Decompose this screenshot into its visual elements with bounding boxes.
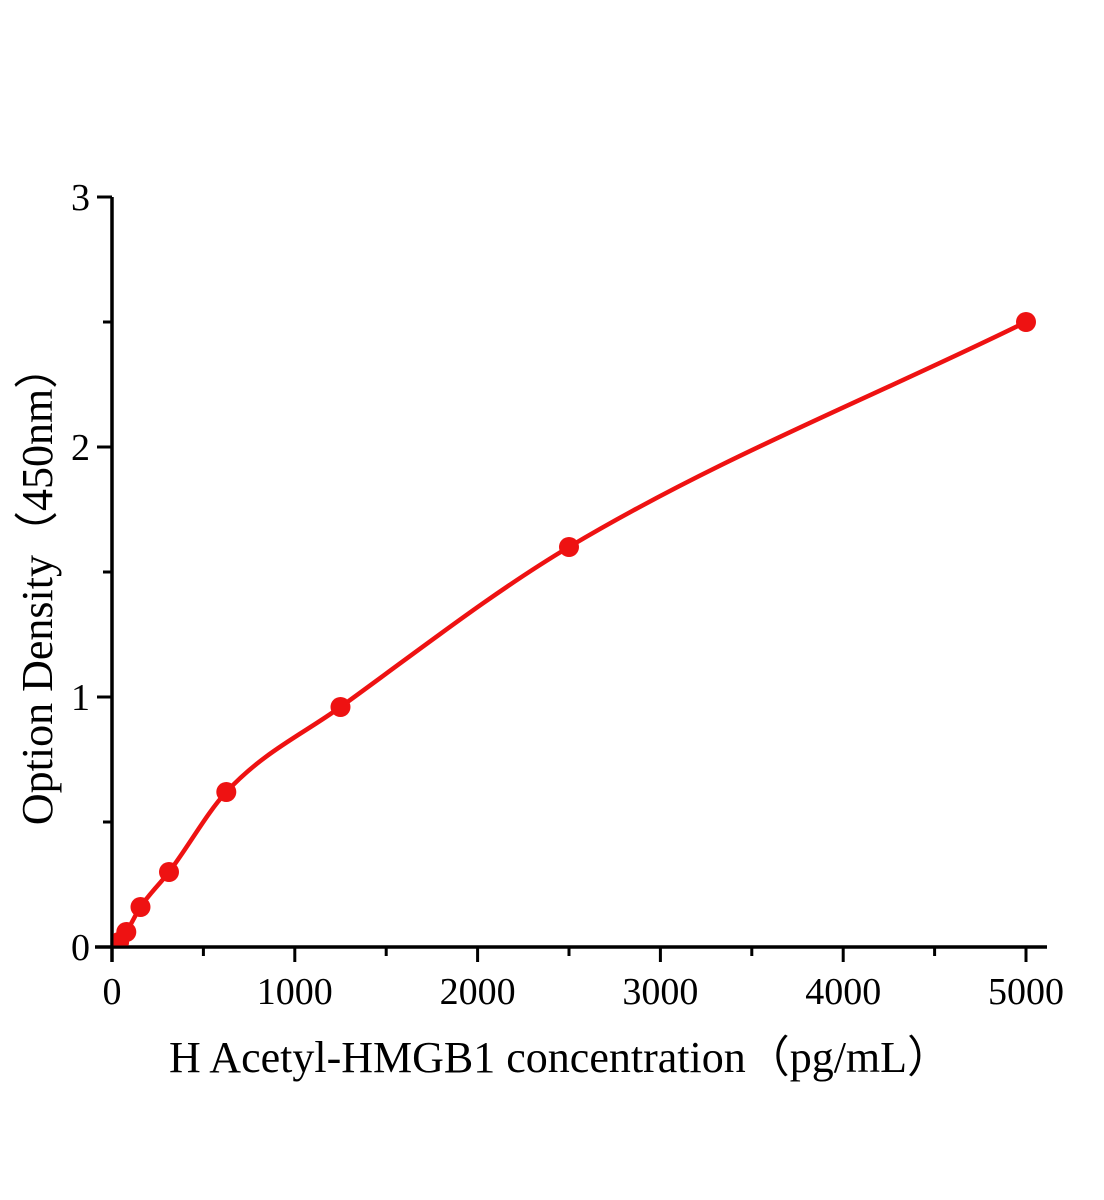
axes-layer — [95, 197, 1047, 962]
x-axis-title: H Acetyl-HMGB1 concentration（pg/mL） — [169, 1033, 951, 1082]
series-layer — [113, 312, 1036, 946]
ticks-layer: 0 1000 2000 3000 4000 5000 0 1 2 3 — [71, 177, 1064, 1013]
y-tick-label: 0 — [71, 927, 90, 969]
x-tick-label: 4000 — [805, 971, 881, 1013]
y-axis-title: Option Density（450nm） — [13, 345, 62, 825]
data-point-marker — [1016, 312, 1036, 332]
data-point-marker — [330, 697, 351, 717]
y-tick-label: 3 — [71, 177, 90, 219]
standard-curve-line — [116, 319, 1029, 945]
y-tick-label: 1 — [71, 677, 90, 719]
data-point-marker — [159, 862, 179, 882]
x-tick-label: 2000 — [440, 971, 516, 1013]
data-point-marker — [216, 782, 237, 802]
data-point-marker — [130, 897, 151, 917]
y-tick-label: 2 — [71, 427, 90, 469]
x-tick-label: 1000 — [257, 971, 333, 1013]
data-point-marker — [559, 537, 579, 557]
x-tick-label: 3000 — [622, 971, 698, 1013]
x-tick-label: 0 — [103, 971, 122, 1013]
data-point-marker — [116, 922, 137, 942]
x-tick-label: 5000 — [988, 971, 1064, 1013]
